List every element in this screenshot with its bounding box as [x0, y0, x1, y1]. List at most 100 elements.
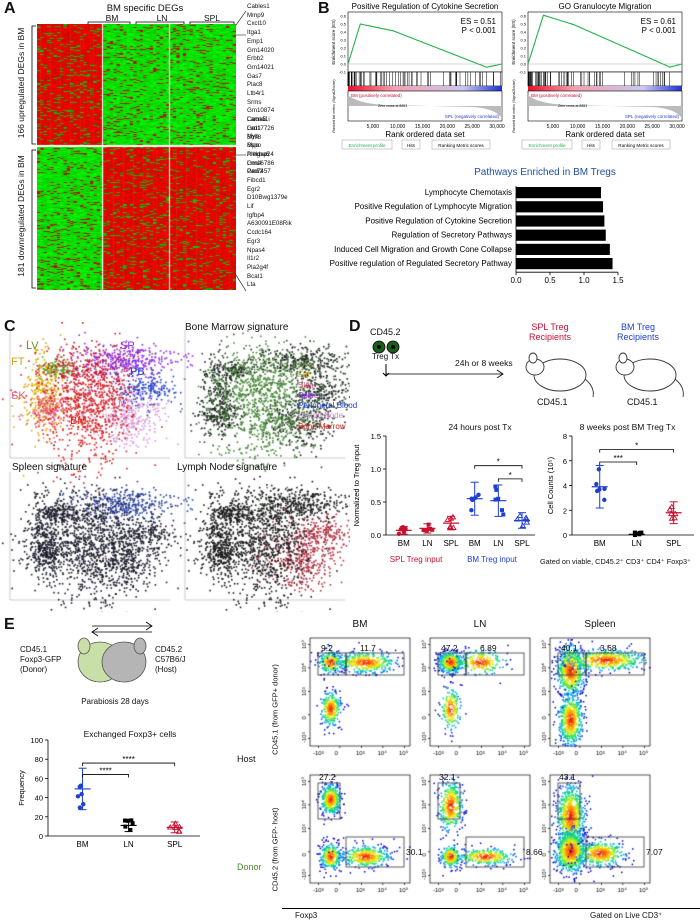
plot-ylabel: Normalized to Treg input: [352, 444, 361, 527]
plot-point: [122, 818, 127, 823]
gene-label: Gm14020: [247, 46, 275, 54]
host-mouse-label: CD45.2 C57B6/J (Host): [155, 645, 186, 674]
gene-label: Gas7: [247, 72, 262, 80]
exchanged-title: Exchanged Foxp3+ cells: [83, 729, 177, 739]
plot1-title: 24 hours post Tx: [448, 422, 512, 432]
gsea-rank-area: [348, 95, 502, 118]
plot-tick-label: 0.0: [371, 531, 381, 540]
gene-label: Arhgap24: [247, 150, 274, 158]
donor-gate-lower: 8.66: [526, 847, 543, 857]
gene-label: Bcat1: [247, 272, 263, 280]
pathway-label: Regulation of Secretory Pathways: [391, 231, 512, 240]
gsea-title: Positive Regulation of Cytokine Secretio…: [352, 2, 499, 11]
legend-fat: Fat: [298, 370, 310, 380]
plot-point: [424, 528, 429, 533]
cluster-label-ln: LN: [112, 398, 127, 410]
donor-gate-upper: 32.1: [439, 772, 456, 782]
gsea-es-tick: 0.4: [520, 30, 526, 35]
gene-label: Egr3: [247, 237, 261, 245]
gene-label: Plekha6: [247, 150, 270, 158]
flow-col-spleen: Spleen: [584, 619, 616, 630]
gsea-zero-label: Zero cross at 8853: [558, 104, 587, 108]
gsea-xtick: 25,000: [465, 124, 481, 130]
gsea-legend-item: Ranking Metric scores: [438, 143, 484, 148]
plot-tick-label: 2: [563, 506, 567, 515]
gsea-es-tick: 0.2: [520, 46, 526, 51]
plot-group-label: BM: [594, 539, 606, 548]
plot-point: [637, 532, 642, 537]
gsea-xtick: 30,000: [669, 124, 685, 130]
cluster-label-pb: PB: [130, 366, 145, 378]
tx-timeline: [385, 366, 504, 378]
plot-point: [400, 524, 406, 530]
gene-label: Ccdc164: [247, 229, 272, 237]
plot-tick-label: 1.0: [371, 465, 381, 474]
plot-group-label: SPL: [514, 539, 530, 548]
gene-label: Cables1: [247, 3, 270, 10]
plot-point: [172, 824, 180, 831]
sig-label: *: [509, 471, 512, 480]
gsea-legend-box: [521, 139, 573, 150]
ln-signature-title: Lymph Node signature: [177, 462, 278, 473]
gsea-rank-area: [528, 95, 682, 118]
pathway-label: Positive Regulation of Lymphocyte Migrat…: [354, 202, 512, 211]
plot-point: [123, 824, 128, 829]
plot-tick-label: 0.5: [371, 498, 381, 507]
plot-point: [476, 492, 481, 498]
heatmap-bracket: [87, 21, 235, 24]
gsea-es-ylabel: Enrichment score (ES): [511, 19, 516, 65]
panel-label-b: B: [318, 0, 330, 17]
donor-mouse-label: CD45.1 Foxp3-GFP (Donor): [20, 645, 62, 674]
pathway-tick-label: 0.0: [510, 276, 522, 285]
gsea-es-tick: 0.0: [520, 62, 526, 67]
plot-point: [632, 533, 637, 537]
plot-point: [595, 488, 600, 494]
legend-skin: Skin: [298, 380, 314, 390]
gsea-rank-gradient: [528, 86, 682, 91]
heatmap-col-ln: LN: [156, 13, 168, 23]
gene-label: Plac8: [247, 81, 263, 89]
gsea-xtick: 15,000: [595, 124, 611, 130]
plot-group-label: LN: [123, 840, 133, 849]
gsea-es-tick: 0.2: [340, 46, 346, 51]
gsea-xtick: 5,000: [547, 124, 560, 130]
plot-point: [668, 503, 676, 509]
bm-input-label: BM Treg input: [467, 555, 517, 564]
gsea-xtick: 5,000: [367, 124, 380, 130]
gsea-es-tick: 0.6: [340, 14, 346, 19]
sig-bracket: [599, 449, 675, 453]
gene-label: Gm14021: [247, 63, 275, 71]
sig-label: ***: [614, 454, 623, 463]
tissue-legend: Liver Fat Skin Spleen Peripheral Blood L…: [298, 360, 357, 432]
gene-label: Gm10874: [247, 107, 275, 115]
host-gate-right: 6.89: [480, 643, 497, 653]
gsea-xtick: 10,000: [570, 124, 586, 130]
pathway-bar: [516, 229, 606, 241]
treg-tx-label: Treg Tx: [372, 352, 400, 361]
plot-point: [401, 529, 407, 535]
host-gate-left: 47.2: [441, 643, 458, 653]
cluster-label-lv: LV: [26, 340, 39, 352]
cluster-label-sp: SP: [120, 340, 135, 352]
gene-label: A630091E08Rik: [247, 220, 292, 228]
panel-label-e: E: [4, 616, 15, 633]
gsea-xtick: 10,000: [390, 124, 406, 130]
pathway-label: Positive regulation of Regulated Secreto…: [330, 259, 512, 268]
gsea-title: GO Granulocyte Migration: [559, 2, 652, 11]
gene-label: D10Bwg1379e: [247, 194, 288, 202]
gsea-es-value: ES = 0.61: [641, 17, 677, 26]
flow-gating: Gated on Live CD3⁺: [590, 911, 663, 920]
plot-point: [501, 512, 506, 517]
pathway-bar: [516, 201, 604, 213]
plot-point: [428, 526, 433, 531]
bm-recipients-label: BM Treg Recipients: [616, 322, 660, 342]
plot-point: [469, 508, 474, 513]
gsea-es-tick: 0.1: [520, 54, 526, 59]
donor-gate-upper: 27.2: [319, 772, 336, 782]
heatmap-title: BM specific DEGs: [106, 3, 184, 14]
legend-ln: Lymph Node: [298, 411, 344, 421]
heatmap: [37, 24, 236, 290]
plot-tick-label: 60: [35, 774, 43, 783]
recipient-mice-icon: [525, 352, 684, 398]
host-cd451-2: CD45.1: [627, 397, 658, 407]
